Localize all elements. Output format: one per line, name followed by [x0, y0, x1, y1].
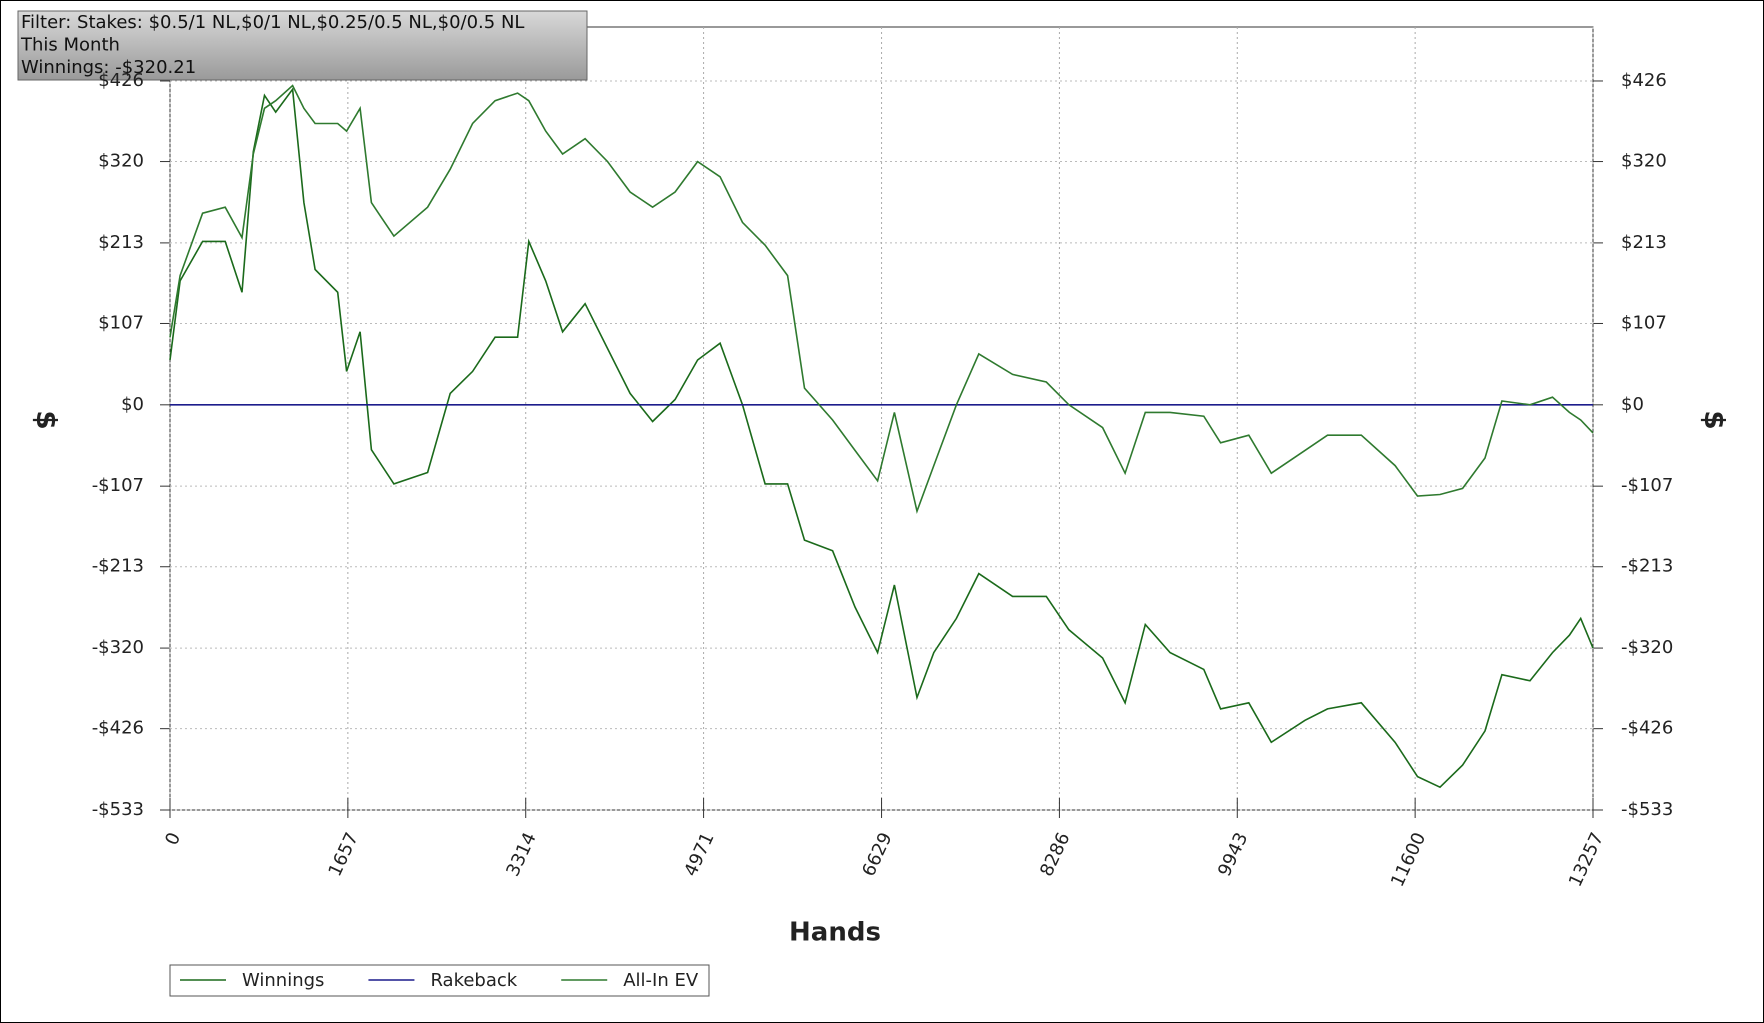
y2-tick-label: $426: [1621, 70, 1667, 91]
y2-tick-label: -$533: [1621, 799, 1673, 820]
legend: [169, 964, 710, 997]
x-axis-label: Hands: [789, 918, 881, 948]
y2-tick-label: -$107: [1621, 475, 1673, 496]
series-line: [169, 84, 1594, 515]
annotation: Filter: Stakes: $0.5/1 NL,$0/1 NL,$0.25/…: [21, 12, 524, 33]
filter-text: Filter: Stakes: $0.5/1 NL,$0/1 NL,$0.25/…: [20, 12, 524, 78]
series-line: [169, 87, 1594, 789]
legend-label: All-In EV: [623, 970, 699, 991]
y2-tick-label: $213: [1621, 232, 1667, 253]
y-tick-label: -$320: [92, 637, 144, 658]
y-tick-label: -$533: [92, 799, 144, 820]
legend-items: Winnings Rakeback All-In EV: [180, 970, 699, 991]
y-tick-label: $213: [98, 232, 144, 253]
filter-box: [17, 10, 588, 81]
legend-label: Rakeback: [430, 970, 517, 991]
y2-tick-label: $0: [1621, 394, 1644, 415]
y-axis-label: $: [30, 410, 63, 429]
y-tick-label: -$107: [92, 475, 144, 496]
annotation: This Month: [20, 35, 120, 56]
annotation: Winnings: -$320.21: [21, 57, 196, 78]
y-tick-label: $107: [98, 312, 144, 333]
y-tick-label: -$213: [92, 556, 144, 577]
y2-tick-label: -$213: [1621, 556, 1673, 577]
y2-tick-label: $107: [1621, 312, 1667, 333]
y-tick-label: $320: [98, 151, 144, 172]
y-tick-label: -$426: [92, 718, 144, 739]
plot-area: [160, 26, 1603, 818]
y-tick-label: $426: [98, 70, 144, 91]
y2-tick-label: -$426: [1621, 718, 1673, 739]
legend-label: Winnings: [242, 970, 324, 991]
y2-axis-label: $: [1698, 410, 1731, 429]
y-tick-label: $0: [121, 394, 144, 415]
y2-tick-label: $320: [1621, 151, 1667, 172]
y2-tick-label: -$320: [1621, 637, 1673, 658]
